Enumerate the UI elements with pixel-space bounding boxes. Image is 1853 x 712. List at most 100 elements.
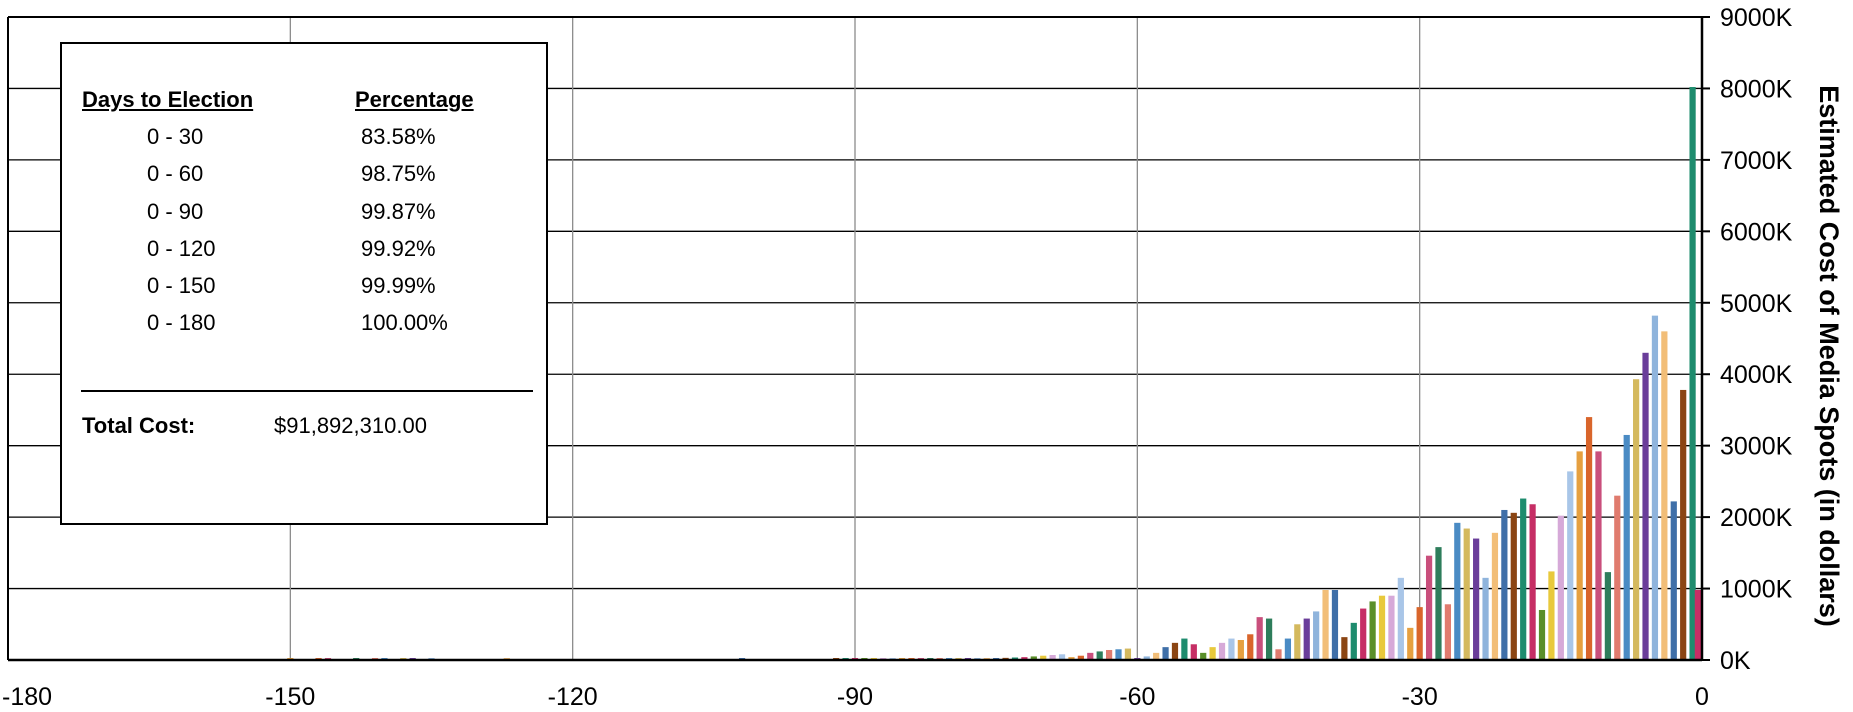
cost-bar xyxy=(1228,638,1235,660)
cost-bar xyxy=(1482,577,1489,660)
y-tick-label: 4000K xyxy=(1720,361,1793,389)
cost-bar xyxy=(1694,589,1701,660)
summary-divider xyxy=(81,390,533,392)
cost-bar xyxy=(1105,649,1113,660)
cost-bar xyxy=(1416,607,1423,660)
cost-bar xyxy=(1510,512,1517,660)
cost-bar xyxy=(1313,611,1320,660)
cost-bar xyxy=(1689,87,1696,660)
cost-bar xyxy=(1661,331,1668,660)
summary-row: 0 - 30 83.58% xyxy=(62,124,548,160)
y-tick-label: 2000K xyxy=(1720,504,1793,532)
cost-bar xyxy=(1529,504,1536,660)
cost-bar xyxy=(1256,617,1263,660)
cost-bar xyxy=(1680,389,1687,660)
day-range: 0 - 30 xyxy=(147,124,204,149)
percentage-value: 99.87% xyxy=(361,199,436,224)
cost-bar xyxy=(1623,434,1630,660)
cost-bar xyxy=(1284,638,1292,660)
cost-bar xyxy=(1350,622,1357,660)
x-tick-label: -90 xyxy=(837,683,873,711)
total-cost-label: Total Cost: xyxy=(82,413,196,438)
cost-bar xyxy=(1425,555,1433,660)
cost-bar xyxy=(1218,642,1226,660)
y-axis-tick-labels: 0K 1000K 2000K 3000K 4000K 5000K 6000K 7000K 800… xyxy=(1720,4,1793,675)
cost-bar xyxy=(1407,627,1414,660)
cost-bar xyxy=(1435,547,1442,660)
cost-bar xyxy=(1360,608,1367,660)
y-tick-label: 9000K xyxy=(1720,4,1793,32)
summary-row: 0 - 120 99.92% xyxy=(62,236,548,272)
cost-bar xyxy=(1651,315,1659,660)
cost-bar xyxy=(1096,651,1103,660)
cost-bar xyxy=(1011,657,1019,660)
cost-bar xyxy=(1068,657,1075,660)
cost-bar xyxy=(1444,604,1452,660)
day-range: 0 - 180 xyxy=(147,310,216,335)
cost-bar xyxy=(1077,655,1084,660)
cost-bar xyxy=(1171,642,1179,660)
y-tick-label: 3000K xyxy=(1720,433,1793,461)
cost-bar xyxy=(1331,589,1339,660)
cost-bar xyxy=(1595,451,1602,660)
day-range: 0 - 120 xyxy=(147,236,216,261)
cost-bar xyxy=(1614,495,1621,660)
day-range: 0 - 90 xyxy=(147,199,204,224)
day-range: 0 - 150 xyxy=(147,273,216,298)
cost-bar xyxy=(1190,644,1197,660)
summary-row: 0 - 180 100.00% xyxy=(62,310,548,346)
y-axis-label: Estimated Cost of Media Spots (in dollar… xyxy=(1814,85,1844,627)
cost-bar xyxy=(1670,501,1677,660)
cost-bar xyxy=(1463,528,1470,660)
cost-bar xyxy=(1049,654,1056,660)
cost-bar xyxy=(1520,498,1527,660)
day-range: 0 - 60 xyxy=(147,161,204,186)
summary-row: 0 - 150 99.99% xyxy=(62,273,548,309)
cost-bar xyxy=(1397,577,1404,660)
cost-bar xyxy=(1058,654,1066,660)
cost-bar xyxy=(1275,649,1282,660)
x-tick-label: -150 xyxy=(265,683,315,711)
cost-bar xyxy=(1538,609,1546,660)
cost-bar xyxy=(1557,515,1564,660)
x-axis-tick-labels: -180 -150 -120 -90 -60 -30 0 xyxy=(2,683,1709,711)
y-tick-label: 5000K xyxy=(1720,290,1793,318)
cost-bar xyxy=(1021,657,1028,660)
percentage-header: Percentage xyxy=(355,87,474,112)
cost-bar xyxy=(1209,647,1216,660)
cost-bar xyxy=(1633,379,1640,660)
y-tick-label: 0K xyxy=(1720,647,1751,675)
cost-bar xyxy=(1585,417,1593,660)
cost-bar xyxy=(1030,656,1037,660)
cost-bar xyxy=(1341,637,1348,660)
axes xyxy=(7,16,1710,662)
cost-bar xyxy=(1322,589,1329,660)
y-tick-label: 1000K xyxy=(1720,576,1793,604)
percentage-value: 98.75% xyxy=(361,161,436,186)
summary-row: 0 - 90 99.87% xyxy=(62,199,548,235)
cost-bar xyxy=(1143,656,1150,660)
x-tick-label: -60 xyxy=(1119,683,1155,711)
cost-bar xyxy=(1491,532,1499,660)
cost-bar xyxy=(1200,652,1207,660)
cost-bar xyxy=(1087,652,1094,660)
x-tick-label: -30 xyxy=(1402,683,1438,711)
cost-bar xyxy=(1454,522,1461,660)
cost-bar xyxy=(1388,595,1395,660)
cost-bar xyxy=(1294,624,1301,660)
cost-bar xyxy=(1642,352,1649,660)
cost-bar xyxy=(1567,471,1574,660)
x-tick-label: -120 xyxy=(548,683,598,711)
cost-bar xyxy=(1153,652,1160,660)
total-cost-value: $91,892,310.00 xyxy=(274,413,427,438)
y-tick-label: 8000K xyxy=(1720,75,1793,103)
cost-bar xyxy=(1473,538,1480,660)
percentage-value: 100.00% xyxy=(361,310,448,335)
days-to-election-header: Days to Election xyxy=(82,87,254,112)
x-tick-label: 0 xyxy=(1695,683,1709,711)
cost-bar xyxy=(1378,595,1386,660)
cost-bar xyxy=(1501,509,1508,660)
cost-bar xyxy=(1124,648,1132,660)
cost-bar xyxy=(1247,634,1254,660)
percentage-value: 99.99% xyxy=(361,273,436,298)
